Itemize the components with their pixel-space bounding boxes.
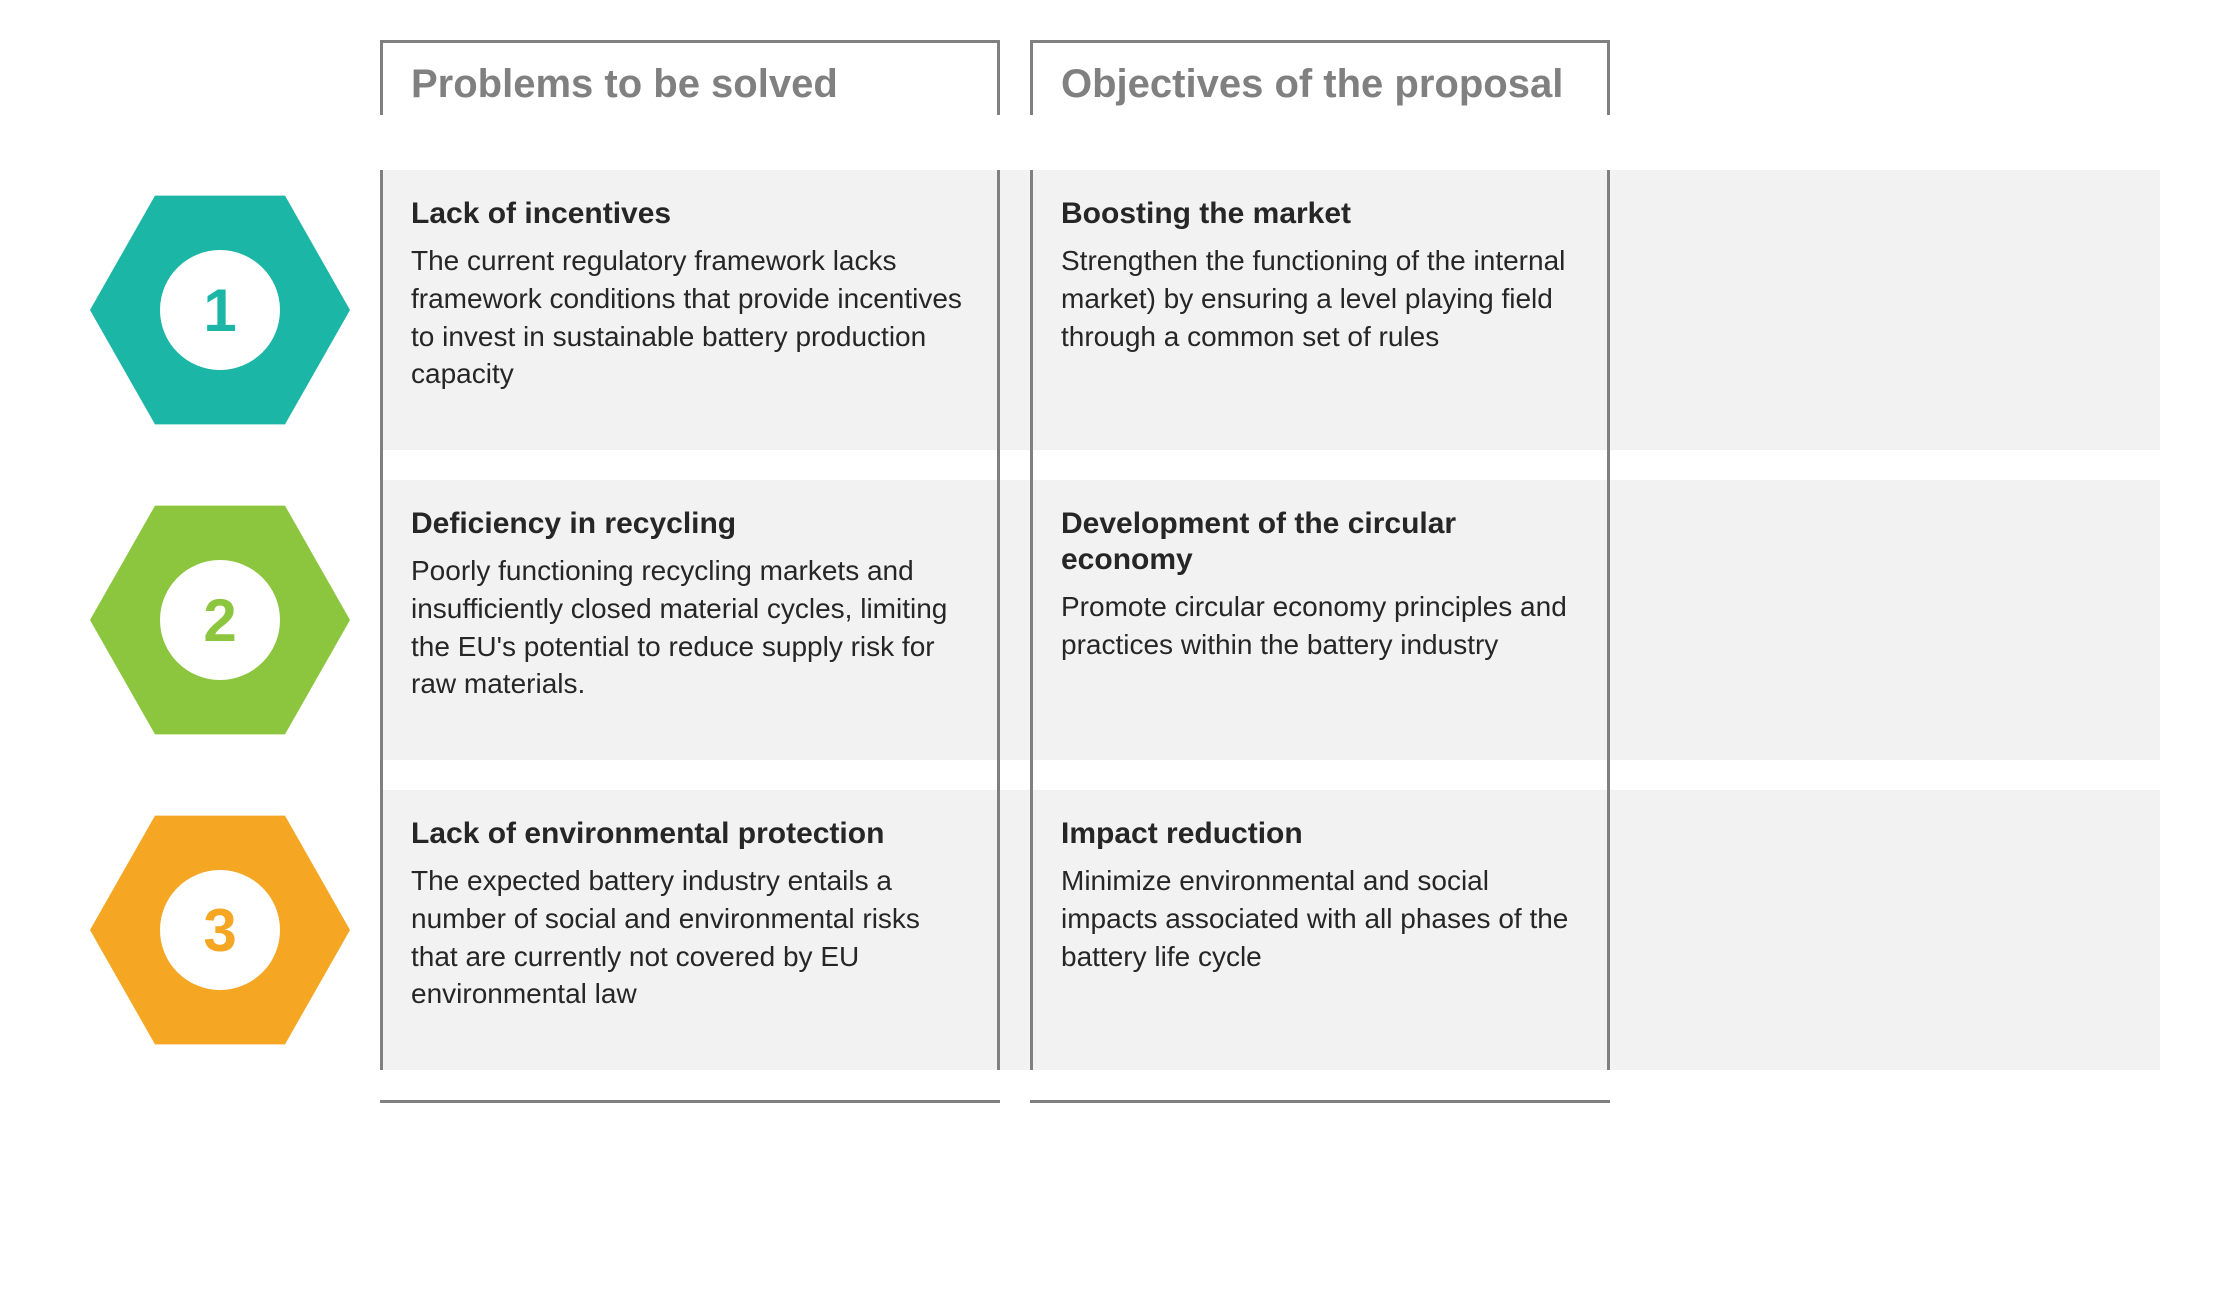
header-row: Problems to be solved Objectives of the … [60, 40, 2160, 160]
hexagon-column: 1 [60, 170, 380, 450]
column-border [380, 170, 383, 1070]
objective-title: Development of the circular economy [1061, 506, 1579, 578]
column-gap [1000, 170, 1030, 450]
number-circle: 3 [160, 870, 280, 990]
number-circle: 1 [160, 250, 280, 370]
objectives-header: Objectives of the proposal [1061, 61, 1579, 107]
objective-cell: Boosting the market Strengthen the functi… [1030, 170, 1610, 450]
infographic-row: 3 Lack of environmental protection The exp… [60, 790, 2160, 1070]
column-border [1607, 170, 1610, 1070]
column-gap [1000, 790, 1030, 1070]
problem-title: Lack of incentives [411, 196, 969, 232]
column-gap [1000, 480, 1030, 760]
problem-cell: Deficiency in recycling Poorly functionin… [380, 480, 1000, 760]
infographic-container: Problems to be solved Objectives of the … [60, 40, 2160, 1103]
problems-header: Problems to be solved [411, 61, 969, 107]
hexagon-column: 3 [60, 790, 380, 1070]
problem-cell: Lack of environmental protection The expe… [380, 790, 1000, 1070]
objective-body: Promote circular economy principles and … [1061, 588, 1579, 664]
objective-title: Impact reduction [1061, 816, 1579, 852]
number-circle: 2 [160, 560, 280, 680]
infographic-row: 1 Lack of incentives The current regulator… [60, 170, 2160, 450]
infographic-row: 2 Deficiency in recycling Poorly functioni… [60, 480, 2160, 760]
problem-title: Deficiency in recycling [411, 506, 969, 542]
problems-header-box: Problems to be solved [380, 40, 1000, 115]
objective-body: Strengthen the functioning of the intern… [1061, 242, 1579, 355]
hexagon-badge: 1 [90, 195, 350, 425]
bottom-borders [60, 1100, 2160, 1103]
hexagon-badge: 3 [90, 815, 350, 1045]
objectives-header-box: Objectives of the proposal [1030, 40, 1610, 115]
hexagon-badge: 2 [90, 505, 350, 735]
problem-body: The current regulatory framework lacks f… [411, 242, 969, 393]
hexagon-column: 2 [60, 480, 380, 760]
column-border [997, 170, 1000, 1070]
objective-body: Minimize environmental and social impact… [1061, 862, 1579, 975]
problem-body: The expected battery industry entails a … [411, 862, 969, 1013]
problem-body: Poorly functioning recycling markets and… [411, 552, 969, 703]
objective-title: Boosting the market [1061, 196, 1579, 232]
problem-cell: Lack of incentives The current regulatory… [380, 170, 1000, 450]
problem-title: Lack of environmental protection [411, 816, 969, 852]
column-border [1030, 170, 1033, 1070]
objective-cell: Development of the circular economy Promo… [1030, 480, 1610, 760]
rows-wrapper: 1 Lack of incentives The current regulator… [60, 170, 2160, 1070]
objective-cell: Impact reduction Minimize environmental a… [1030, 790, 1610, 1070]
